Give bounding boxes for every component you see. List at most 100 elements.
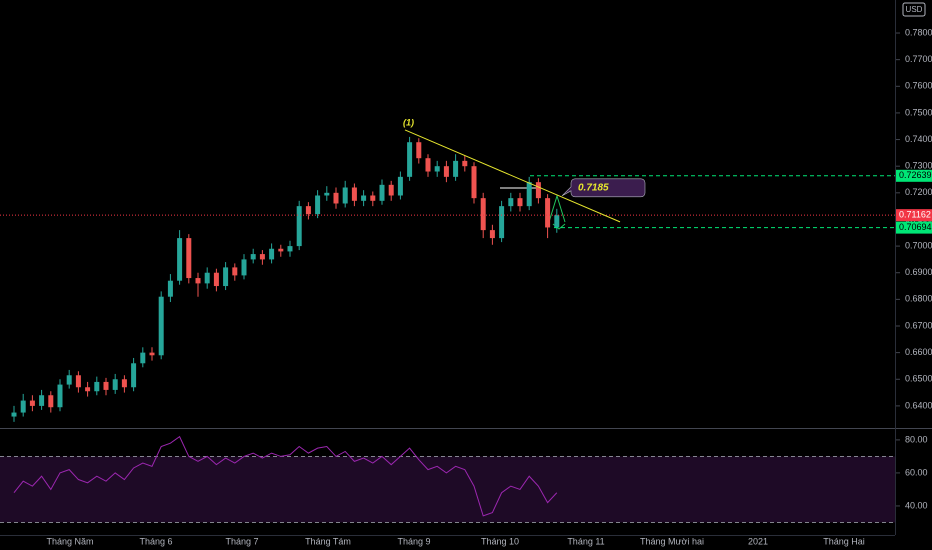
y-tick-label: 40.00 (905, 500, 928, 510)
candle-body (508, 198, 514, 207)
candle-body (57, 384, 63, 408)
x-tick-label: Tháng Năm (46, 536, 93, 546)
candle-body (443, 166, 449, 177)
candle-body (554, 215, 560, 228)
candle-body (287, 246, 293, 252)
candle-body (195, 278, 201, 284)
price-level-box (896, 209, 932, 222)
candle-body (39, 395, 45, 406)
trendline (404, 129, 621, 223)
candle-body (29, 400, 35, 406)
candle-body (305, 206, 311, 215)
candle-body (462, 160, 468, 167)
y-tick-label: 80.00 (905, 434, 928, 444)
candle-body (499, 206, 505, 239)
candle-body (453, 160, 459, 177)
candle-body (397, 176, 403, 196)
candle-body (241, 259, 247, 276)
candle-body (121, 379, 127, 388)
candle-body (75, 375, 81, 388)
rsi-band (0, 456, 895, 523)
candle-body (480, 198, 486, 231)
candle-body (324, 192, 330, 196)
candle-body (342, 187, 348, 204)
candle-body (370, 195, 376, 201)
candle-body (223, 267, 229, 287)
wave-label: (1) (403, 117, 414, 127)
candle-body (351, 187, 357, 201)
x-tick-label: Tháng 10 (481, 536, 519, 546)
x-tick-label: 2021 (748, 536, 768, 546)
callout-label: 0.7185 (578, 182, 609, 193)
candle-body (177, 238, 183, 281)
candle-body (167, 280, 173, 297)
candle-body (379, 184, 385, 201)
candle-body (517, 198, 523, 207)
candle-body (186, 238, 192, 279)
candle-body (526, 182, 532, 207)
candle-body (388, 184, 394, 196)
candle-body (20, 400, 26, 413)
candle-body (296, 206, 302, 247)
candle-body (149, 352, 155, 356)
candle-body (471, 166, 477, 199)
candle-body (112, 379, 118, 390)
currency-box[interactable] (902, 2, 926, 17)
y-tick-label: 60.00 (905, 467, 928, 477)
candle-body (278, 248, 284, 252)
candle-body (535, 182, 541, 199)
candle-body (131, 363, 137, 388)
candle-body (545, 198, 551, 228)
candle-body (213, 272, 219, 287)
callout-box (561, 178, 646, 198)
x-tick-label: Tháng Tám (305, 536, 351, 546)
candle-body (407, 142, 413, 177)
candle-body (489, 230, 495, 239)
candle-body (11, 412, 17, 417)
currency: USD (906, 5, 923, 14)
candle-body (361, 195, 367, 201)
candle-body (269, 248, 275, 260)
candle-body (416, 142, 422, 159)
candle-body (204, 272, 210, 284)
candle-body (103, 381, 109, 390)
candle-body (315, 195, 321, 215)
candle-body (48, 395, 54, 408)
price-level-label: 0.70694 (899, 222, 932, 232)
candle-body (250, 254, 256, 260)
price-level-label: 0.71162 (899, 210, 931, 220)
x-tick-label: Tháng Mười hai (640, 536, 704, 546)
candle-body (232, 267, 238, 276)
candle-body (85, 387, 91, 392)
x-tick-label: Tháng 9 (397, 536, 430, 546)
candle-body (158, 296, 164, 356)
price-level-label: 0.72639 (899, 170, 932, 180)
candle-body (434, 166, 440, 172)
x-tick-label: Tháng 6 (139, 536, 172, 546)
price-level-box (896, 169, 932, 182)
rsi-line (13, 435, 558, 517)
x-tick-label: Tháng Hai (823, 536, 865, 546)
candle-body (140, 352, 146, 364)
candle-body (66, 375, 72, 385)
x-tick-label: Tháng 11 (567, 536, 604, 546)
candle-body (94, 381, 100, 392)
candle-body (425, 158, 431, 172)
candle-body (259, 254, 265, 260)
